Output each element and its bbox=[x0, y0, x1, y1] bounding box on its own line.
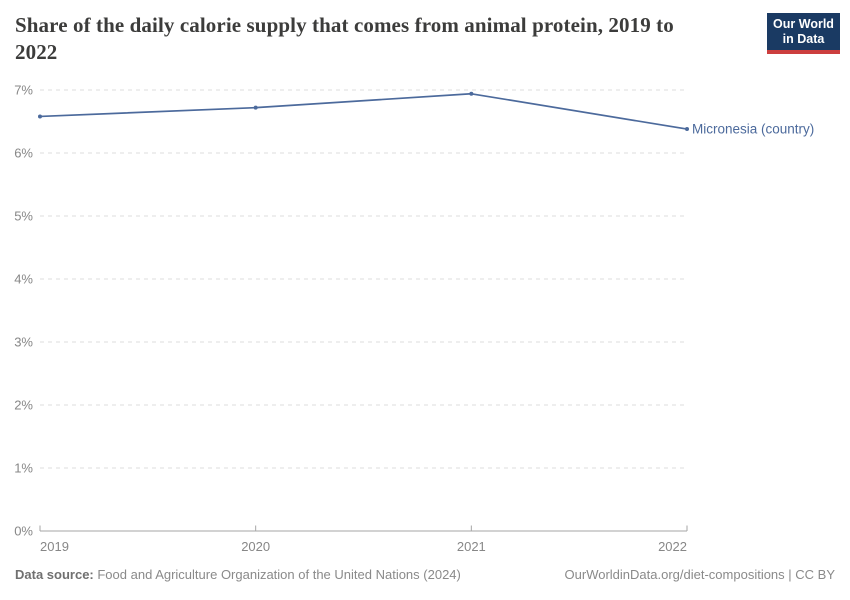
x-axis-tick-label: 2019 bbox=[40, 539, 69, 554]
chart-title: Share of the daily calorie supply that c… bbox=[15, 13, 674, 64]
y-axis-tick-label: 3% bbox=[14, 335, 33, 350]
data-source-note: Data source: Food and Agriculture Organi… bbox=[15, 567, 461, 582]
y-axis-tick-label: 1% bbox=[14, 461, 33, 476]
y-axis-tick-label: 6% bbox=[14, 146, 33, 161]
data-source-label: Data source: bbox=[15, 567, 94, 582]
y-axis-tick-label: 7% bbox=[14, 83, 33, 98]
data-point[interactable] bbox=[469, 91, 474, 96]
owid-logo-line2: in Data bbox=[782, 32, 825, 46]
y-axis-tick-label: 5% bbox=[14, 209, 33, 224]
attribution-link[interactable]: OurWorldinData.org/diet-compositions | C… bbox=[564, 567, 835, 582]
data-point[interactable] bbox=[38, 114, 42, 119]
y-axis-tick-label: 2% bbox=[14, 398, 33, 413]
data-point[interactable] bbox=[685, 127, 689, 132]
data-point[interactable] bbox=[253, 105, 258, 110]
entity-label[interactable]: Micronesia (country) bbox=[692, 122, 814, 137]
data-source-text: Food and Agriculture Organization of the… bbox=[93, 567, 461, 582]
owid-logo-line1: Our World bbox=[773, 17, 834, 31]
y-axis-tick-label: 4% bbox=[14, 272, 33, 287]
owid-logo[interactable]: Our World in Data bbox=[767, 13, 840, 54]
x-axis-tick-label: 2020 bbox=[241, 539, 270, 554]
x-axis-tick-label: 2022 bbox=[658, 539, 687, 554]
x-axis-tick-label: 2021 bbox=[457, 539, 486, 554]
chart-footer: Data source: Food and Agriculture Organi… bbox=[15, 567, 835, 582]
y-axis-tick-label: 0% bbox=[14, 524, 33, 539]
data-line bbox=[39, 92, 688, 130]
